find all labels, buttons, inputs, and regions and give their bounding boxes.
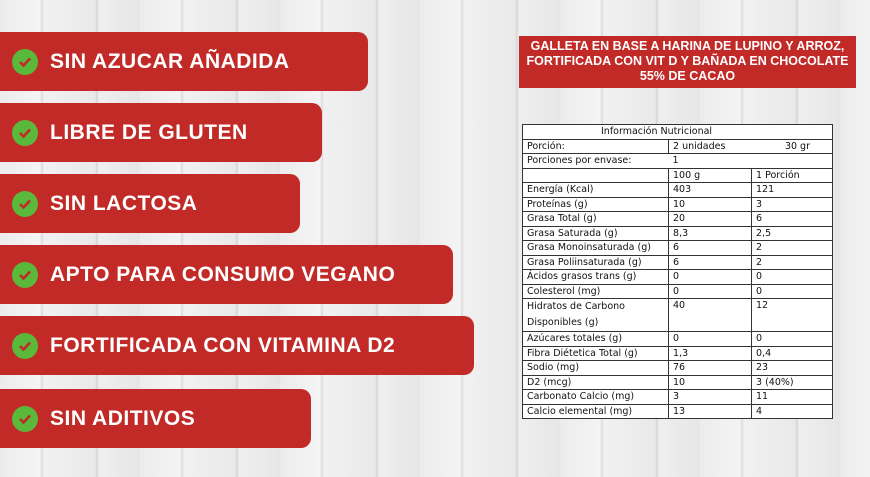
nutrition-row: Grasa Monoinsaturada (g) 6 2: [522, 240, 833, 256]
nutrition-row: Calcio elemental (mg) 13 4: [522, 403, 833, 419]
check-circle-icon: [12, 119, 38, 146]
nutrition-row: D2 (mcg) 10 3 (40%): [522, 374, 833, 390]
value-100g: 0: [668, 269, 752, 285]
value-portion: 23: [751, 360, 833, 376]
nutrient-name: D2 (mcg): [522, 374, 669, 390]
nutrition-title: Información Nutricional: [522, 124, 833, 140]
value-portion: 6: [751, 211, 833, 227]
nutrition-row: Colesterol (mg) 0 0: [522, 283, 833, 299]
check-circle-icon: [12, 332, 38, 359]
check-circle-icon: [12, 190, 38, 217]
feature-label: APTO PARA CONSUMO VEGANO: [50, 262, 396, 286]
value-portion: 0,4: [751, 345, 833, 361]
nutrient-name: Grasa Poliinsaturada (g): [522, 254, 669, 270]
nutrition-row: Fibra Diétetica Total (g) 1,3 0,4: [522, 345, 833, 361]
feature-label: SIN LACTOSA: [50, 191, 198, 215]
value-100g: 0: [668, 331, 752, 347]
feature-label: SIN AZUCAR AÑADIDA: [50, 49, 290, 73]
nutrition-row: Sodio (mg) 76 23: [522, 360, 833, 376]
value-portion: 2,5: [751, 225, 833, 241]
value-portion: 121: [751, 182, 833, 198]
nutrient-name: Energía (Kcal): [522, 182, 669, 198]
nutrition-row: Proteínas (g) 10 3: [522, 196, 833, 212]
value-portion: 0: [751, 269, 833, 285]
value-100g: 20: [668, 211, 752, 227]
feature-badge: SIN LACTOSA: [0, 174, 300, 233]
check-circle-icon: [12, 261, 38, 288]
nutrition-row: Energía (Kcal) 403 121: [522, 182, 833, 198]
nutrient-name: Grasa Total (g): [522, 211, 669, 227]
nutrition-row: Azúcares totales (g) 0 0: [522, 331, 833, 347]
nutrient-name: Carbonato Calcio (mg): [522, 389, 669, 405]
value-portion: 3 (40%): [751, 374, 833, 390]
nutrition-row: Hidratos de Carbono Disponibles (g) 40 12: [522, 298, 833, 332]
nutrition-table: Información Nutricional Porción: 2 unida…: [522, 124, 833, 419]
feature-badge: FORTIFICADA CON VITAMINA D2: [0, 316, 474, 375]
value-100g: 0: [668, 283, 752, 299]
check-circle-icon: [12, 405, 38, 432]
nutrient-name: Colesterol (mg): [522, 283, 669, 299]
nutrition-row: Grasa Saturada (g) 8,3 2,5: [522, 225, 833, 241]
portion-units: 2 unidades: [668, 138, 752, 154]
feature-label: FORTIFICADA CON VITAMINA D2: [50, 333, 396, 357]
value-100g: 403: [668, 182, 752, 198]
value-portion: 0: [751, 283, 833, 299]
per-pack-value: 1: [668, 153, 833, 169]
value-100g: 10: [668, 196, 752, 212]
col-portion: 1 Porción: [751, 167, 833, 183]
value-100g: 3: [668, 389, 752, 405]
value-100g: 6: [668, 254, 752, 270]
nutrient-name: Sodio (mg): [522, 360, 669, 376]
value-100g: 8,3: [668, 225, 752, 241]
feature-badge: SIN AZUCAR AÑADIDA: [0, 32, 368, 91]
nutrient-name: Ácidos grasos trans (g): [522, 269, 669, 285]
nutrition-row: Grasa Total (g) 20 6: [522, 211, 833, 227]
nutrition-row: Ácidos grasos trans (g) 0 0: [522, 269, 833, 285]
portion-weight: 30 gr: [751, 138, 833, 154]
feature-badge: LIBRE DE GLUTEN: [0, 103, 322, 162]
nutrient-name: Grasa Monoinsaturada (g): [522, 240, 669, 256]
check-circle-icon: [12, 48, 38, 75]
value-portion: 2: [751, 254, 833, 270]
value-100g: 10: [668, 374, 752, 390]
value-portion: 3: [751, 196, 833, 212]
value-portion: 4: [751, 403, 833, 419]
nutrient-name: Grasa Saturada (g): [522, 225, 669, 241]
value-100g: 40: [668, 298, 752, 332]
portion-label: Porción:: [522, 138, 669, 154]
value-100g: 76: [668, 360, 752, 376]
value-100g: 1,3: [668, 345, 752, 361]
feature-label: LIBRE DE GLUTEN: [50, 120, 248, 144]
nutrition-row: Carbonato Calcio (mg) 3 11: [522, 389, 833, 405]
nutrient-name: Fibra Diétetica Total (g): [522, 345, 669, 361]
feature-label: SIN ADITIVOS: [50, 406, 196, 430]
value-100g: 6: [668, 240, 752, 256]
feature-badge: APTO PARA CONSUMO VEGANO: [0, 245, 453, 304]
nutrition-row: Grasa Poliinsaturada (g) 6 2: [522, 254, 833, 270]
value-portion: 11: [751, 389, 833, 405]
per-pack-label: Porciones por envase:: [522, 153, 669, 169]
value-100g: 13: [668, 403, 752, 419]
nutrient-name: Azúcares totales (g): [522, 331, 669, 347]
value-portion: 2: [751, 240, 833, 256]
feature-badge: SIN ADITIVOS: [0, 389, 311, 448]
value-portion: 12: [751, 298, 833, 332]
value-portion: 0: [751, 331, 833, 347]
product-title: GALLETA EN BASE A HARINA DE LUPINO Y ARR…: [519, 36, 856, 88]
nutrient-name: Proteínas (g): [522, 196, 669, 212]
nutrient-name: Hidratos de Carbono Disponibles (g): [522, 298, 669, 332]
nutrient-name: Calcio elemental (mg): [522, 403, 669, 419]
col-100g: 100 g: [668, 167, 752, 183]
